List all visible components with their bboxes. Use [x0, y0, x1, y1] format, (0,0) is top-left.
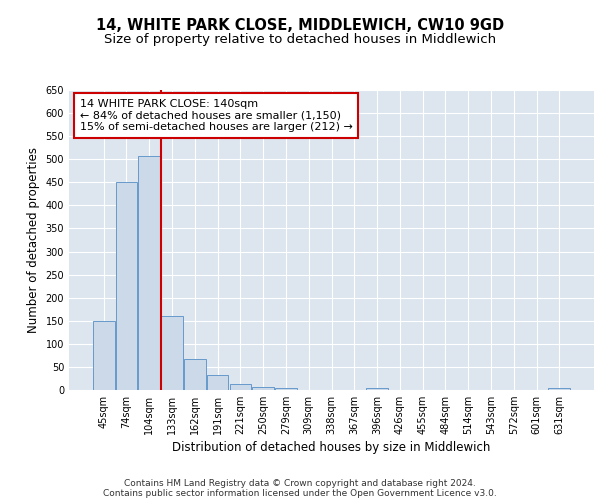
Bar: [184, 358, 206, 390]
Text: Contains public sector information licensed under the Open Government Licence v3: Contains public sector information licen…: [103, 488, 497, 498]
Bar: [116, 182, 137, 390]
Bar: [366, 388, 388, 390]
Text: Contains HM Land Registry data © Crown copyright and database right 2024.: Contains HM Land Registry data © Crown c…: [124, 478, 476, 488]
Bar: [93, 321, 115, 390]
X-axis label: Distribution of detached houses by size in Middlewich: Distribution of detached houses by size …: [172, 442, 491, 454]
Bar: [275, 388, 297, 390]
Bar: [253, 387, 274, 390]
Bar: [139, 156, 160, 390]
Bar: [230, 384, 251, 390]
Bar: [548, 388, 570, 390]
Text: 14, WHITE PARK CLOSE, MIDDLEWICH, CW10 9GD: 14, WHITE PARK CLOSE, MIDDLEWICH, CW10 9…: [96, 18, 504, 32]
Bar: [161, 316, 183, 390]
Bar: [207, 375, 229, 390]
Text: 14 WHITE PARK CLOSE: 140sqm
← 84% of detached houses are smaller (1,150)
15% of : 14 WHITE PARK CLOSE: 140sqm ← 84% of det…: [79, 99, 352, 132]
Text: Size of property relative to detached houses in Middlewich: Size of property relative to detached ho…: [104, 32, 496, 46]
Y-axis label: Number of detached properties: Number of detached properties: [27, 147, 40, 333]
